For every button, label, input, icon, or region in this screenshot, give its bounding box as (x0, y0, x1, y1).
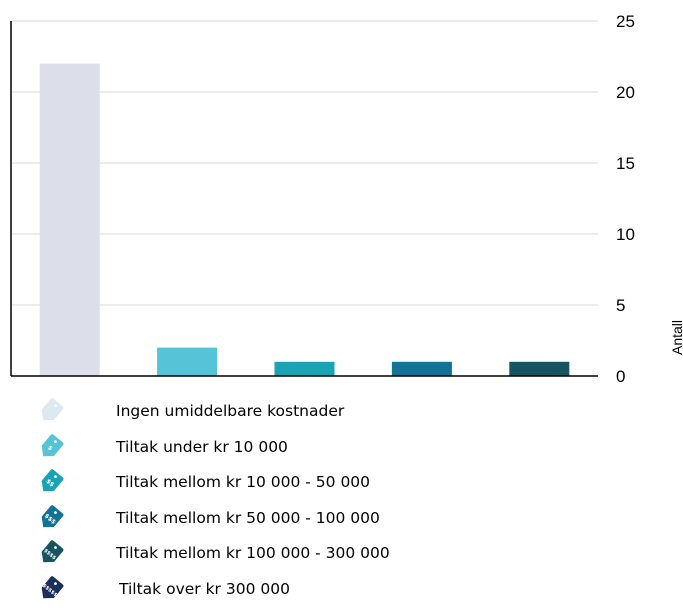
legend-label: Tiltak over kr 300 000 (119, 579, 290, 598)
legend-item: $ Tiltak under kr 10 000 (0, 433, 683, 462)
axes (10, 21, 598, 377)
y-axis-title: Antall (669, 320, 683, 355)
bars (39, 63, 570, 376)
bar-chart: 0 5 10 15 20 25 Antall (10, 12, 683, 386)
legend-item: $$$$ Tiltak mellom kr 100 000 - 300 000 (0, 540, 683, 568)
bar (391, 361, 452, 376)
y-tick-label: 25 (616, 12, 635, 31)
y-tick-label: 20 (616, 83, 635, 102)
legend-item: $$$ Tiltak mellom kr 50 000 - 100 000 (0, 504, 683, 533)
legend-label: Ingen umiddelbare kostnader (116, 402, 345, 420)
price-tag-icon: $$ (41, 469, 64, 492)
price-tag-icon: $$$$$ (41, 575, 64, 598)
bar (157, 347, 218, 376)
legend-item: $$ Tiltak mellom kr 10 000 - 50 000 (0, 469, 683, 497)
price-tag-icon: $$$$ (41, 540, 64, 563)
price-tag-icon: $ (41, 433, 64, 456)
bar (274, 361, 335, 376)
gridlines (11, 20, 598, 306)
price-tag-icon (41, 398, 64, 421)
bar (509, 361, 570, 376)
legend-label: Tiltak mellom kr 10 000 - 50 000 (116, 473, 371, 491)
legend-item: $$$$$ Tiltak over kr 300 000 (0, 575, 683, 604)
bar (39, 63, 100, 376)
legend-label: Tiltak mellom kr 50 000 - 100 000 (116, 508, 380, 527)
svg-text:$: $ (46, 444, 54, 452)
legend-item: Ingen umiddelbare kostnader (0, 398, 683, 426)
y-tick-label: 5 (616, 296, 625, 315)
legend-label: Tiltak mellom kr 100 000 - 300 000 (116, 544, 390, 562)
y-tick-label: 15 (616, 154, 635, 173)
legend-label: Tiltak under kr 10 000 (116, 437, 288, 456)
svg-text:$$: $$ (45, 478, 56, 489)
price-tag-icon: $$$ (41, 504, 64, 527)
y-tick-labels: 0 5 10 15 20 25 (616, 12, 635, 386)
y-tick-label: 10 (616, 225, 635, 244)
y-tick-label: 0 (616, 367, 625, 386)
